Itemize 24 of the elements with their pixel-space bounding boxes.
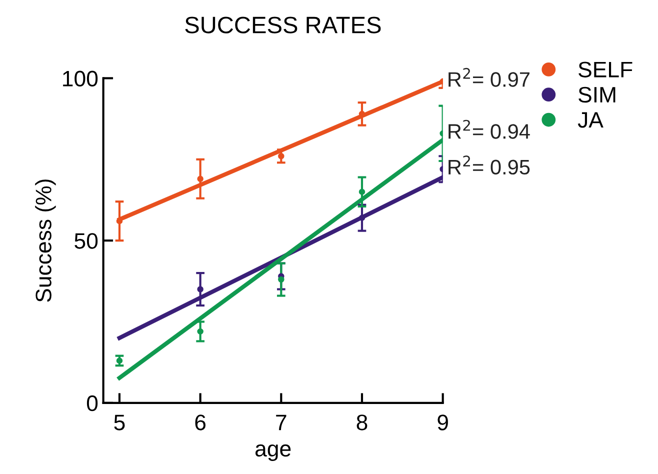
y-tick-label: 0	[86, 395, 98, 412]
chart-title: SUCCESS RATES	[185, 16, 381, 34]
text: R$^{2}$= 0.97	[448, 68, 530, 87]
legend-label: SIM	[578, 86, 616, 103]
point	[278, 276, 284, 283]
point	[197, 286, 204, 292]
legend-label: JA	[578, 112, 604, 128]
text: R$^{2}$= 0.95	[448, 156, 530, 175]
point	[358, 214, 366, 221]
x-tick-label: 8	[356, 414, 368, 430]
y-tick-label: 100	[63, 70, 98, 86]
x-tick-label: 5	[114, 414, 125, 430]
point	[197, 176, 204, 182]
x-tick-label: 6	[195, 414, 206, 430]
x-tick-label: 9	[438, 414, 448, 430]
y-tick-label: 50	[74, 233, 98, 249]
legend-label: SELF	[578, 62, 632, 78]
y-axis-title: Success (%)	[35, 180, 56, 302]
point	[278, 153, 284, 160]
x-tick-label: 7	[276, 414, 286, 430]
point	[197, 328, 204, 335]
text: R$^{2}$= 0.94	[448, 120, 530, 139]
x-axis-title: age	[255, 444, 291, 461]
point	[358, 188, 366, 195]
